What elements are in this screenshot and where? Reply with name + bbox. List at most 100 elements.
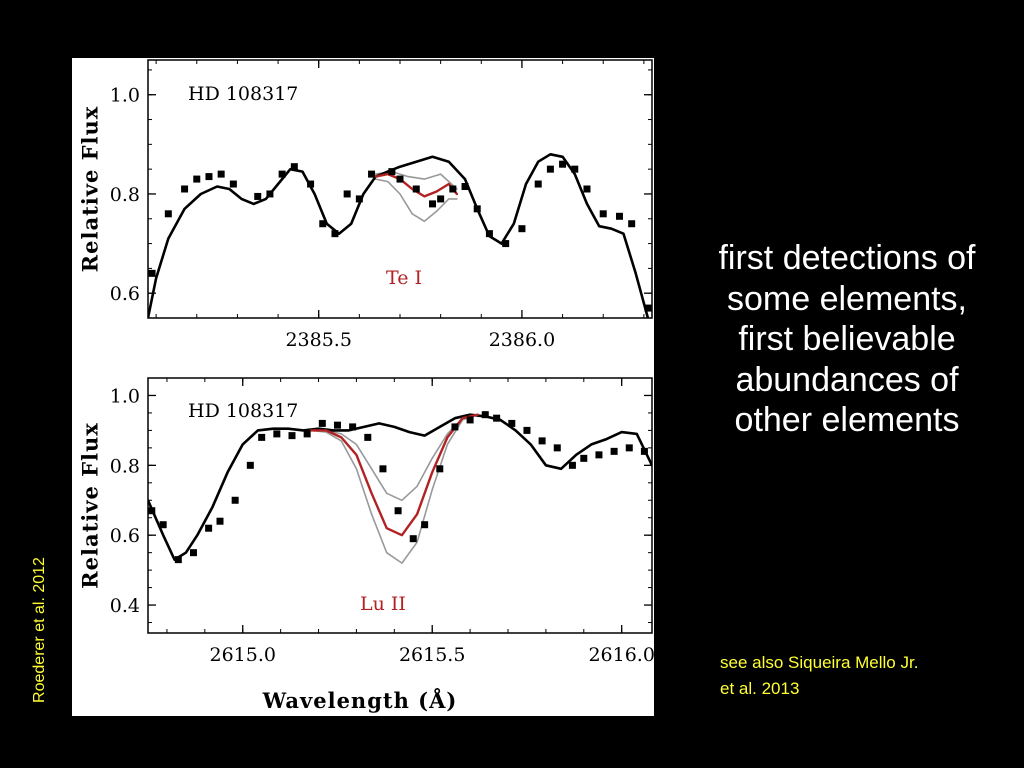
- observed-data-point: [181, 185, 189, 193]
- observed-data-point: [303, 430, 311, 438]
- observed-data-point: [148, 507, 156, 515]
- observed-data-point: [217, 170, 225, 178]
- observed-data-point: [364, 433, 372, 441]
- observed-data-point: [508, 419, 516, 427]
- observed-data-point: [266, 190, 274, 198]
- ion-label: Lu II: [360, 593, 406, 615]
- x-axis-title: Wavelength (Å): [262, 688, 458, 713]
- observed-data-point: [216, 517, 224, 525]
- observed-data-point: [595, 451, 603, 459]
- x-tick-label: 2615.0: [209, 644, 275, 666]
- x-tick-label: 2385.5: [285, 329, 351, 351]
- comparison-model-line: [310, 413, 479, 564]
- star-name-label: HD 108317: [188, 83, 298, 105]
- observed-data-point: [246, 461, 254, 469]
- observed-data-point: [436, 465, 444, 473]
- observed-data-point: [523, 426, 531, 434]
- observed-data-point: [546, 165, 554, 173]
- observed-data-point: [473, 205, 481, 213]
- observed-data-point: [421, 521, 429, 529]
- observed-data-point: [485, 230, 493, 238]
- lu-spectrum-plot: 0.4 0.6 0.8 1.0 2615.0 2615.5 2616.0 Relative F…: [78, 377, 654, 713]
- observed-data-point: [205, 173, 213, 181]
- te-spectrum-plot: 0.6 0.8 1.0 2385.5 2386.0 Relative Flux HD 108…: [78, 59, 653, 351]
- observed-data-point: [466, 416, 474, 424]
- main-text-line: abundances of: [735, 360, 959, 399]
- plot-data: [148, 153, 652, 318]
- observed-data-point: [258, 433, 266, 441]
- observed-data-point: [379, 465, 387, 473]
- observed-data-point: [349, 423, 357, 431]
- main-text-line: some elements,: [727, 279, 967, 318]
- observed-data-point: [355, 195, 363, 203]
- observed-data-point: [538, 437, 546, 445]
- observed-data-point: [254, 192, 262, 200]
- figure-panel: 0.6 0.8 1.0 2385.5 2386.0 Relative Flux HD 108…: [72, 58, 654, 716]
- observed-data-point: [278, 170, 286, 178]
- y-axis-title: Relative Flux: [78, 422, 103, 589]
- observed-data-point: [319, 220, 327, 228]
- observed-data-point: [461, 183, 469, 191]
- observed-data-point: [368, 170, 376, 178]
- observed-data-point: [451, 423, 459, 431]
- observed-data-point: [493, 414, 501, 422]
- y-tick-label: 1.0: [110, 385, 140, 407]
- observed-data-point: [625, 444, 633, 452]
- observed-data-point: [583, 185, 591, 193]
- comparison-model-line: [310, 413, 479, 502]
- observed-data-point: [193, 175, 201, 183]
- observed-data-point: [164, 210, 172, 218]
- observed-data-point: [437, 195, 445, 203]
- observed-data-point: [571, 165, 579, 173]
- see-also-line: see also Siqueira Mello Jr.: [720, 653, 919, 672]
- see-also-note: see also Siqueira Mello Jr. et al. 2013: [720, 650, 1010, 702]
- observed-data-point: [174, 556, 182, 564]
- observed-data-point: [518, 225, 526, 233]
- observed-data-point: [640, 447, 648, 455]
- y-tick-label: 0.4: [110, 595, 140, 617]
- comparison-model-line: [374, 178, 458, 223]
- observed-data-point: [610, 447, 618, 455]
- observed-data-point: [189, 549, 197, 557]
- plot-frame: [147, 377, 653, 634]
- observed-data-point: [307, 180, 315, 188]
- observed-data-point: [481, 411, 489, 419]
- y-tick-label: 0.8: [110, 184, 140, 206]
- observed-data-point: [628, 220, 636, 228]
- observed-data-point: [333, 421, 341, 429]
- observed-data-point: [231, 496, 239, 504]
- observed-data-point: [502, 240, 510, 248]
- observed-data-point: [568, 461, 576, 469]
- main-text: first detections of some elements, first…: [672, 238, 1022, 441]
- main-text-line: other elements: [734, 401, 960, 439]
- best-fit-model-line: [309, 413, 479, 537]
- observed-data-point: [343, 190, 351, 198]
- observed-data-point: [534, 180, 542, 188]
- observed-data-point: [288, 432, 296, 440]
- x-tick-label: 2615.5: [399, 644, 465, 666]
- observed-data-point: [331, 230, 339, 238]
- observed-data-point: [412, 185, 420, 193]
- observed-data-point: [396, 175, 404, 183]
- observed-data-point: [290, 163, 298, 171]
- observed-data-point: [388, 168, 396, 176]
- main-text-line: first believable: [738, 320, 956, 358]
- observed-data-point: [615, 212, 623, 220]
- y-tick-label: 0.8: [110, 455, 140, 477]
- observed-data-point: [409, 535, 417, 543]
- observed-data-point: [229, 180, 237, 188]
- observed-data-point: [559, 160, 567, 168]
- ion-label: Te I: [386, 267, 422, 289]
- observed-data-point: [159, 521, 167, 529]
- observed-data-point: [580, 454, 588, 462]
- y-tick-label: 0.6: [110, 525, 140, 547]
- plot-data: [148, 411, 652, 564]
- see-also-line: et al. 2013: [720, 679, 800, 698]
- observed-data-point: [318, 419, 326, 427]
- observed-data-point: [553, 444, 561, 452]
- observed-data-point: [148, 269, 156, 277]
- citation-label: Roederer et al. 2012: [31, 557, 48, 703]
- main-text-line: first detections of: [718, 239, 976, 277]
- x-tick-label: 2616.0: [588, 644, 654, 666]
- observed-data-point: [599, 210, 607, 218]
